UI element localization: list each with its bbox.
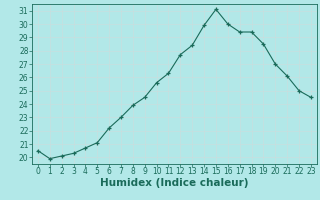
X-axis label: Humidex (Indice chaleur): Humidex (Indice chaleur) [100,178,249,188]
